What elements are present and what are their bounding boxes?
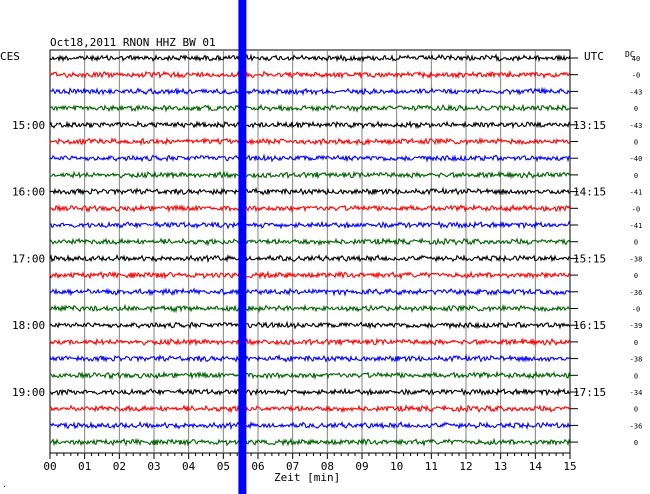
dc-value-8: -41 [630, 189, 643, 197]
trace-line-6 [49, 153, 571, 163]
trace-line-11 [49, 237, 571, 247]
trace-line-23 [49, 437, 571, 448]
time-axis: 00 01 02 03 04 05 06 07 08 09 10 11 12 13 14 15 [43, 453, 577, 473]
dc-value-7: 0 [634, 172, 638, 180]
dc-value-19: 0 [634, 372, 638, 380]
left-time-label: 19:00 [12, 386, 45, 399]
dc-value-22: -36 [630, 422, 643, 430]
event-marker-band [238, 0, 247, 494]
dc-value-20: -34 [630, 389, 643, 397]
dc-value-0: 40 [632, 55, 640, 63]
left-time-label: 17:00 [12, 252, 45, 265]
right-time-label: 13:15 [573, 119, 606, 132]
right-time-label: 17:15 [573, 386, 606, 399]
trace-line-0 [49, 53, 571, 63]
trace-line-9 [49, 203, 571, 213]
trace-line-12 [49, 253, 571, 264]
right-time-label: 16:15 [573, 319, 606, 332]
right-time-label: 15:15 [573, 252, 606, 265]
trace-line-20 [49, 387, 571, 397]
trace-line-19 [49, 370, 571, 380]
event-marker [238, 0, 247, 494]
dc-value-18: -38 [630, 356, 643, 364]
dc-value-21: 0 [634, 406, 638, 414]
x-tick-label: 11 [425, 460, 438, 473]
dc-value-16: -39 [630, 322, 643, 330]
x-tick-label: 07 [286, 460, 299, 473]
dc-value-9: -0 [632, 205, 640, 213]
right-time-label: 14:15 [573, 186, 606, 199]
dc-value-12: -38 [630, 255, 643, 263]
chart-title: Oct18,2011 RNON HHZ BW 01 [50, 36, 216, 49]
x-tick-label: 00 [43, 460, 56, 473]
dc-value-4: -43 [630, 122, 643, 130]
x-tick-label: 08 [321, 460, 334, 473]
minute-grid [49, 49, 571, 454]
x-tick-label: 03 [147, 460, 160, 473]
time-labels: 40 -0 -43 0 -43 0 -40 0 -41 -0 -41 0 -38 0 -36 -0 -39 0 -3… [12, 55, 642, 447]
dc-value-10: -41 [630, 222, 643, 230]
trace-line-7 [49, 170, 571, 180]
trace-line-13 [49, 270, 571, 281]
x-tick-label: 10 [390, 460, 403, 473]
dc-value-5: 0 [634, 139, 638, 147]
dc-value-14: -36 [630, 289, 643, 297]
trace-line-2 [49, 86, 571, 97]
x-axis-label: Zeit [min] [274, 471, 340, 484]
x-tick-label: 06 [251, 460, 264, 473]
left-timezone-label: CES [0, 50, 20, 63]
dc-value-3: 0 [634, 105, 638, 113]
x-tick-label: 02 [113, 460, 126, 473]
trace-line-3 [49, 103, 571, 113]
x-tick-label: 14 [529, 460, 543, 473]
trace-line-22 [49, 420, 571, 431]
trace-line-4 [49, 120, 571, 130]
dc-value-23: 0 [634, 439, 638, 447]
x-tick-label: 01 [78, 460, 91, 473]
plot-frame [49, 49, 571, 454]
x-tick-label: 05 [217, 460, 230, 473]
trace-line-5 [49, 136, 571, 147]
dc-value-15: -0 [632, 306, 640, 314]
dc-value-13: 0 [634, 272, 638, 280]
x-tick-label: 09 [355, 460, 368, 473]
dc-header: DC [625, 50, 635, 59]
x-tick-label: 13 [494, 460, 507, 473]
left-time-label: 18:00 [12, 319, 45, 332]
footnote-mark: . [2, 480, 7, 489]
trace-line-8 [49, 186, 571, 196]
trace-line-17 [49, 337, 571, 347]
dc-value-17: 0 [634, 339, 638, 347]
trace-line-10 [49, 220, 571, 230]
trace-line-16 [49, 320, 571, 330]
right-timezone-label: UTC [584, 50, 604, 63]
trace-line-15 [49, 303, 571, 314]
trace-line-18 [49, 353, 571, 363]
dc-value-11: 0 [634, 239, 638, 247]
left-time-label: 15:00 [12, 119, 45, 132]
x-tick-label: 04 [182, 460, 196, 473]
dc-value-2: -43 [630, 88, 643, 96]
trace-line-1 [49, 69, 571, 80]
x-tick-label: 12 [459, 460, 472, 473]
dc-value-6: -40 [630, 155, 643, 163]
trace-lines [49, 53, 578, 448]
trace-line-21 [49, 404, 571, 414]
left-time-label: 16:00 [12, 186, 45, 199]
dc-value-1: -0 [632, 72, 640, 80]
x-tick-label: 15 [563, 460, 576, 473]
trace-line-14 [49, 287, 571, 297]
